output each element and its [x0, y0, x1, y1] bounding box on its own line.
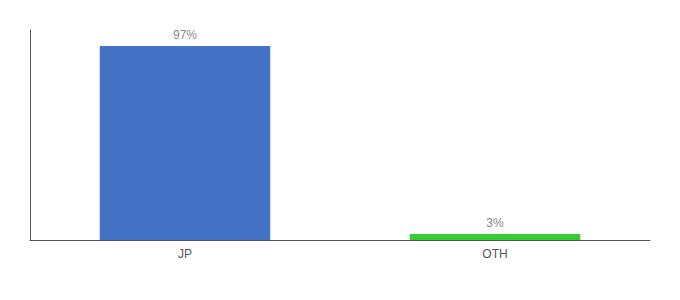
svg-text:JP: JP: [178, 247, 192, 261]
svg-text:97%: 97%: [173, 28, 197, 42]
svg-text:OTH: OTH: [482, 247, 507, 261]
svg-text:3%: 3%: [486, 216, 504, 230]
